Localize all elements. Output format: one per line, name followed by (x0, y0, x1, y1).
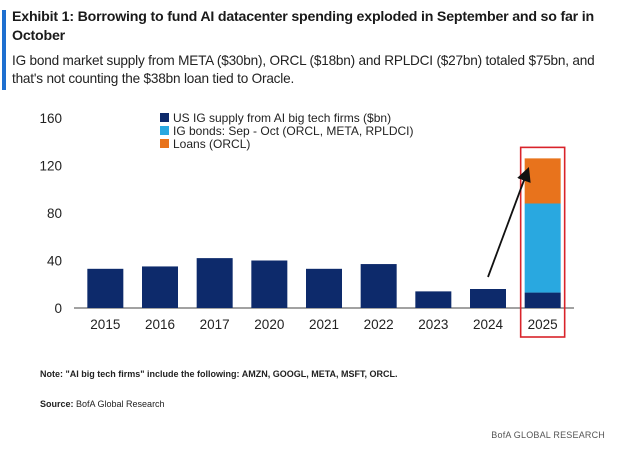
bar-us_ig (251, 260, 288, 308)
trend-arrow (487, 167, 531, 278)
accent-bar (2, 10, 6, 90)
legend-label: Loans (ORCL) (173, 137, 250, 151)
x-tick-label: 2020 (254, 317, 284, 332)
bar-us_ig (470, 289, 506, 308)
x-tick-label: 2016 (145, 317, 175, 332)
highlight-box (519, 146, 566, 338)
y-tick-label: 40 (47, 254, 62, 269)
x-tick-label: 2021 (309, 317, 339, 332)
source-line: Source: BofA Global Research (40, 399, 165, 409)
x-tick-label: 2017 (200, 317, 230, 332)
y-tick-label: 120 (39, 159, 62, 174)
x-tick-label: 2023 (418, 317, 448, 332)
chart-title: Exhibit 1: Borrowing to fund AI datacent… (12, 9, 594, 44)
legend-swatch-us_ig (160, 113, 169, 122)
legend-label: IG bonds: Sep - Oct (ORCL, META, RPLDCI) (173, 124, 414, 138)
bar-us_ig (360, 264, 397, 308)
chart-subtitle: IG bond market supply from META ($30bn),… (12, 53, 595, 86)
bar-us_ig (306, 268, 342, 308)
legend-swatch-loans (160, 139, 169, 148)
bar-us_ig (87, 268, 124, 308)
legend-label: US IG supply from AI big tech firms ($bn… (173, 111, 391, 125)
x-tick-label: 2024 (473, 317, 504, 332)
x-tick-label: 2015 (90, 317, 120, 332)
y-tick-label: 80 (47, 206, 62, 221)
chart-area: 0 40 80 120 160 2015 2016 2017 2020 2021 2022 2023 2… (39, 111, 574, 338)
bar-us_ig (142, 266, 178, 308)
y-tick-label: 160 (39, 111, 62, 126)
x-tick-label: 2022 (364, 317, 394, 332)
legend-swatch-ig_bonds (160, 126, 169, 135)
bar-loans (524, 158, 561, 204)
bar-us_ig (415, 291, 452, 308)
brand-mark: BofA GLOBAL RESEARCH (491, 430, 605, 440)
bar-us_ig (524, 292, 561, 308)
y-tick-label: 0 (54, 301, 62, 316)
source-text: BofA Global Research (73, 399, 165, 409)
footnote: Note: "AI big tech firms" include the fo… (40, 369, 398, 379)
bar-ig_bonds (524, 203, 561, 293)
bar-us_ig (196, 258, 233, 308)
source-label: Source: (40, 399, 74, 409)
x-tick-label: 2025 (528, 317, 558, 332)
